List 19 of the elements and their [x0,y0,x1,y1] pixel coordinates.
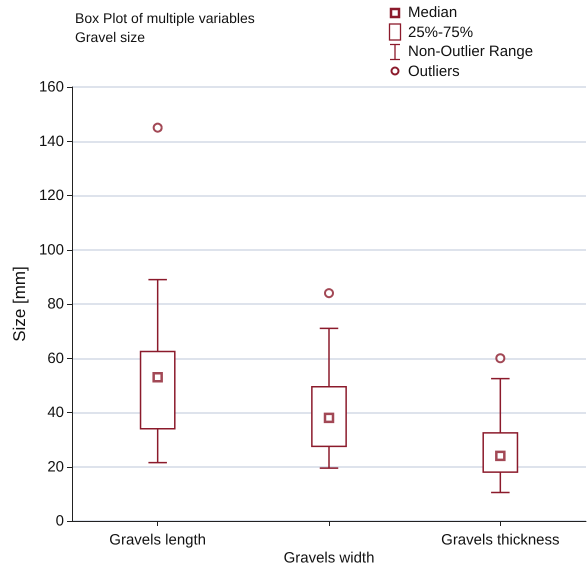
text: Outliers [408,62,460,80]
y-tick-label: 20 [47,458,64,476]
y-tick-label: 140 [38,132,64,150]
text: Median [408,4,458,22]
y-tick-label: 60 [47,350,64,367]
x-tick-label: Gravels width [284,550,374,566]
chart-title: Box Plot of multiple variables [75,10,255,26]
text: Non-Outlier Range [408,43,534,60]
y-tick-label: 40 [47,404,64,421]
chart-subtitle: Gravel size [75,29,146,45]
y-tick-label: 80 [47,296,64,312]
text: 25%-75% [408,24,474,41]
x-tick-label: Gravels thickness [441,532,560,548]
y-axis-title: Size [mm] [10,266,29,342]
y-tick-label: 100 [38,241,64,258]
x-tick-label: Gravels length [109,532,206,548]
y-tick-label: 120 [38,187,64,204]
y-tick-label: 160 [38,78,64,96]
y-tick-label: 0 [56,512,64,530]
